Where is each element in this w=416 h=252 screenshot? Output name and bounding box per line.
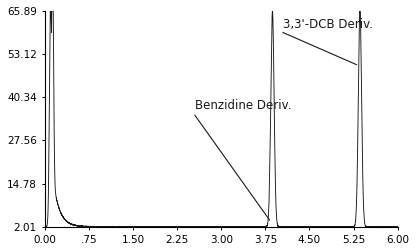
- Text: Benzidine Deriv.: Benzidine Deriv.: [195, 99, 292, 112]
- Text: 3,3'-DCB Deriv.: 3,3'-DCB Deriv.: [283, 18, 373, 31]
